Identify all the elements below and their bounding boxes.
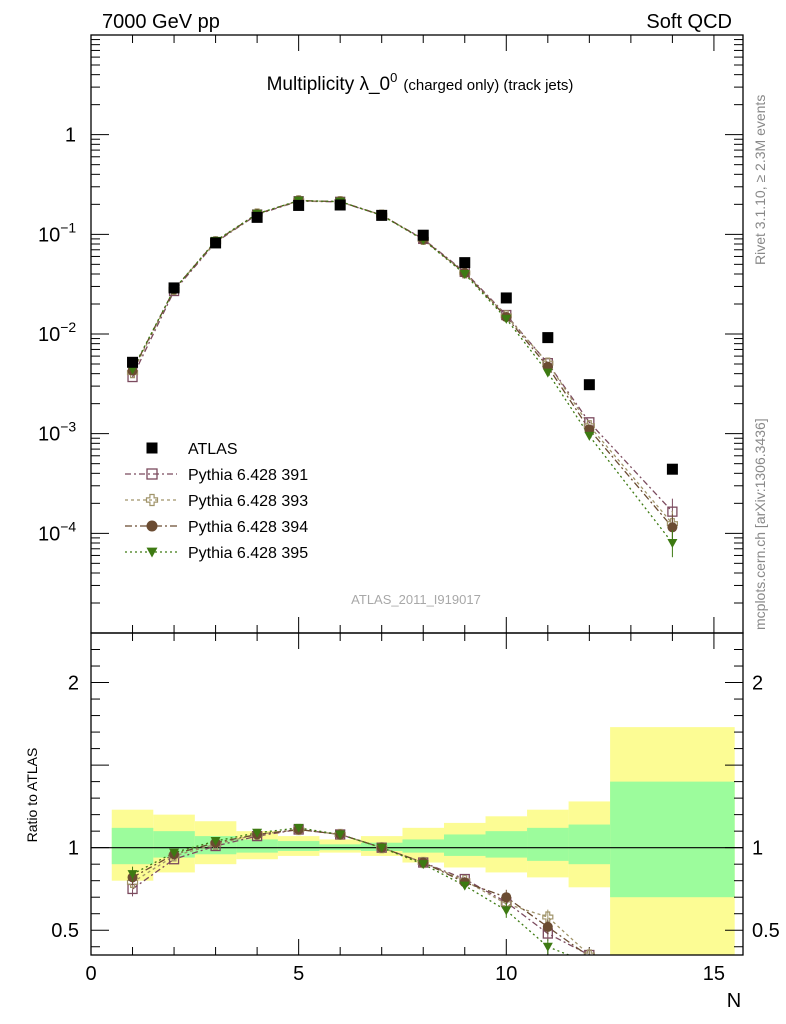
header-energy-label: 7000 GeV pp [102, 11, 220, 33]
stat-uncertainty-band [527, 827, 569, 861]
y-tick-label: 10−4 [38, 518, 76, 545]
chart-title-sup: 0 [390, 70, 397, 85]
chart-title-suffix: (charged only) (track jets) [403, 77, 573, 94]
atlas-marker [334, 199, 346, 211]
stat-uncertainty-band [236, 839, 278, 853]
p395-marker [418, 860, 429, 870]
x-tick-label: 5 [293, 963, 304, 985]
atlas-marker [459, 257, 471, 269]
chart-title: Multiplicity λ_00 (charged only) (track j… [267, 70, 574, 95]
p395-marker [459, 881, 470, 891]
y-tick-label-base: 10 [38, 523, 60, 545]
atlas-marker [293, 199, 305, 211]
p393-marker [542, 911, 554, 923]
y-tick-label-exponent: −3 [60, 419, 76, 435]
p395-marker [252, 828, 263, 838]
y-tick-label: 10−2 [38, 319, 76, 346]
p395-marker [667, 538, 678, 548]
y-tick-label-exponent: −2 [60, 319, 76, 335]
atlas-marker [500, 292, 512, 304]
chart-title-main: Multiplicity λ_0 [267, 74, 391, 95]
p394-marker [146, 520, 158, 532]
legend-label-atlas: ATLAS [188, 441, 238, 458]
p395-marker [335, 830, 346, 840]
p393-marker [583, 949, 595, 955]
y-tick-label-base: 1 [65, 125, 76, 147]
atlas-marker [210, 237, 222, 249]
p395-line [131, 199, 673, 544]
legend-label-p395: Pythia 6.428 395 [188, 545, 308, 562]
x-tick-label: 0 [85, 963, 96, 985]
legend-label-p394: Pythia 6.428 394 [188, 519, 308, 536]
atlas-marker [168, 282, 180, 294]
ratio-y-axis-label: Ratio to ATLAS [24, 748, 40, 843]
p395-marker [210, 837, 221, 847]
p395-marker [146, 547, 158, 558]
p395-marker [293, 823, 304, 833]
stat-uncertainty-band [485, 831, 528, 858]
legend-label-p393: Pythia 6.428 393 [188, 493, 308, 510]
stat-uncertainty-band [443, 834, 486, 856]
y-tick-label-exponent: −1 [60, 219, 76, 235]
atlas-marker [666, 463, 678, 475]
p395-marker [584, 431, 595, 441]
atlas-marker [542, 332, 554, 344]
stat-uncertainty-band [610, 781, 735, 898]
stat-uncertainty-band [568, 824, 611, 865]
p395-marker [459, 269, 470, 279]
p394-marker [501, 892, 512, 903]
p395-marker [542, 942, 553, 952]
p391-marker [146, 468, 158, 480]
stat-uncertainty-band [277, 841, 320, 851]
legend-label-p391: Pythia 6.428 391 [188, 467, 308, 484]
ratio-plot-area [91, 727, 743, 955]
p394-marker [667, 522, 678, 533]
p395-marker [542, 368, 553, 378]
main-frame [90, 34, 744, 634]
rivet-version-label: Rivet 3.1.10, ≥ 2.3M events [752, 95, 768, 265]
atlas-marker [251, 211, 263, 223]
p395-marker [501, 314, 512, 324]
atlas-marker [417, 229, 429, 241]
stat-uncertainty-band [402, 839, 444, 853]
p395-marker [169, 848, 180, 858]
p394-marker [542, 921, 553, 932]
main-plot-area [126, 195, 679, 558]
ratio-y-tick-label-right: 2 [752, 673, 763, 695]
atlas-marker [146, 442, 158, 454]
p395-marker [501, 906, 512, 916]
y-tick-label: 10−1 [38, 219, 76, 246]
y-tick-label: 1 [65, 125, 76, 147]
atlas-marker [376, 209, 388, 221]
x-tick-label: 15 [703, 963, 725, 985]
y-tick-label-exponent: −4 [60, 518, 76, 534]
analysis-watermark: ATLAS_2011_I919017 [351, 592, 481, 607]
ratio-y-tick-label: 0.5 [51, 920, 79, 942]
ratio-y-tick-label-right: 1 [752, 838, 763, 860]
header-category-label: Soft QCD [646, 11, 732, 33]
ratio-y-tick-label: 2 [68, 673, 79, 695]
x-axis-label: N [727, 990, 741, 1012]
ratio-y-tick-label: 1 [68, 838, 79, 860]
legend: ATLAS Pythia 6.428 391 Pythia 6.428 393 Pyt… [125, 441, 308, 562]
p395-marker [127, 870, 138, 880]
ratio-panel: 0 5 10 15 0.5 0.5 1 1 2 2 [51, 632, 780, 985]
stat-uncertainty-band [111, 827, 154, 865]
p395-marker [376, 843, 387, 853]
y-tick-label-base: 10 [38, 424, 60, 446]
atlas-marker [127, 356, 139, 368]
y-tick-label-base: 10 [38, 224, 60, 246]
y-tick-label-base: 10 [38, 324, 60, 346]
x-tick-label: 10 [495, 963, 517, 985]
mcplots-source-label: mcplots.cern.ch [arXiv:1306.3436] [752, 418, 768, 630]
ratio-frame [90, 632, 744, 956]
main-panel: 10−410−310−210−11 [38, 34, 744, 955]
atlas-marker [583, 379, 595, 391]
p393-marker [145, 493, 159, 507]
y-tick-label: 10−3 [38, 419, 76, 446]
ratio-y-tick-label-right: 0.5 [752, 920, 780, 942]
